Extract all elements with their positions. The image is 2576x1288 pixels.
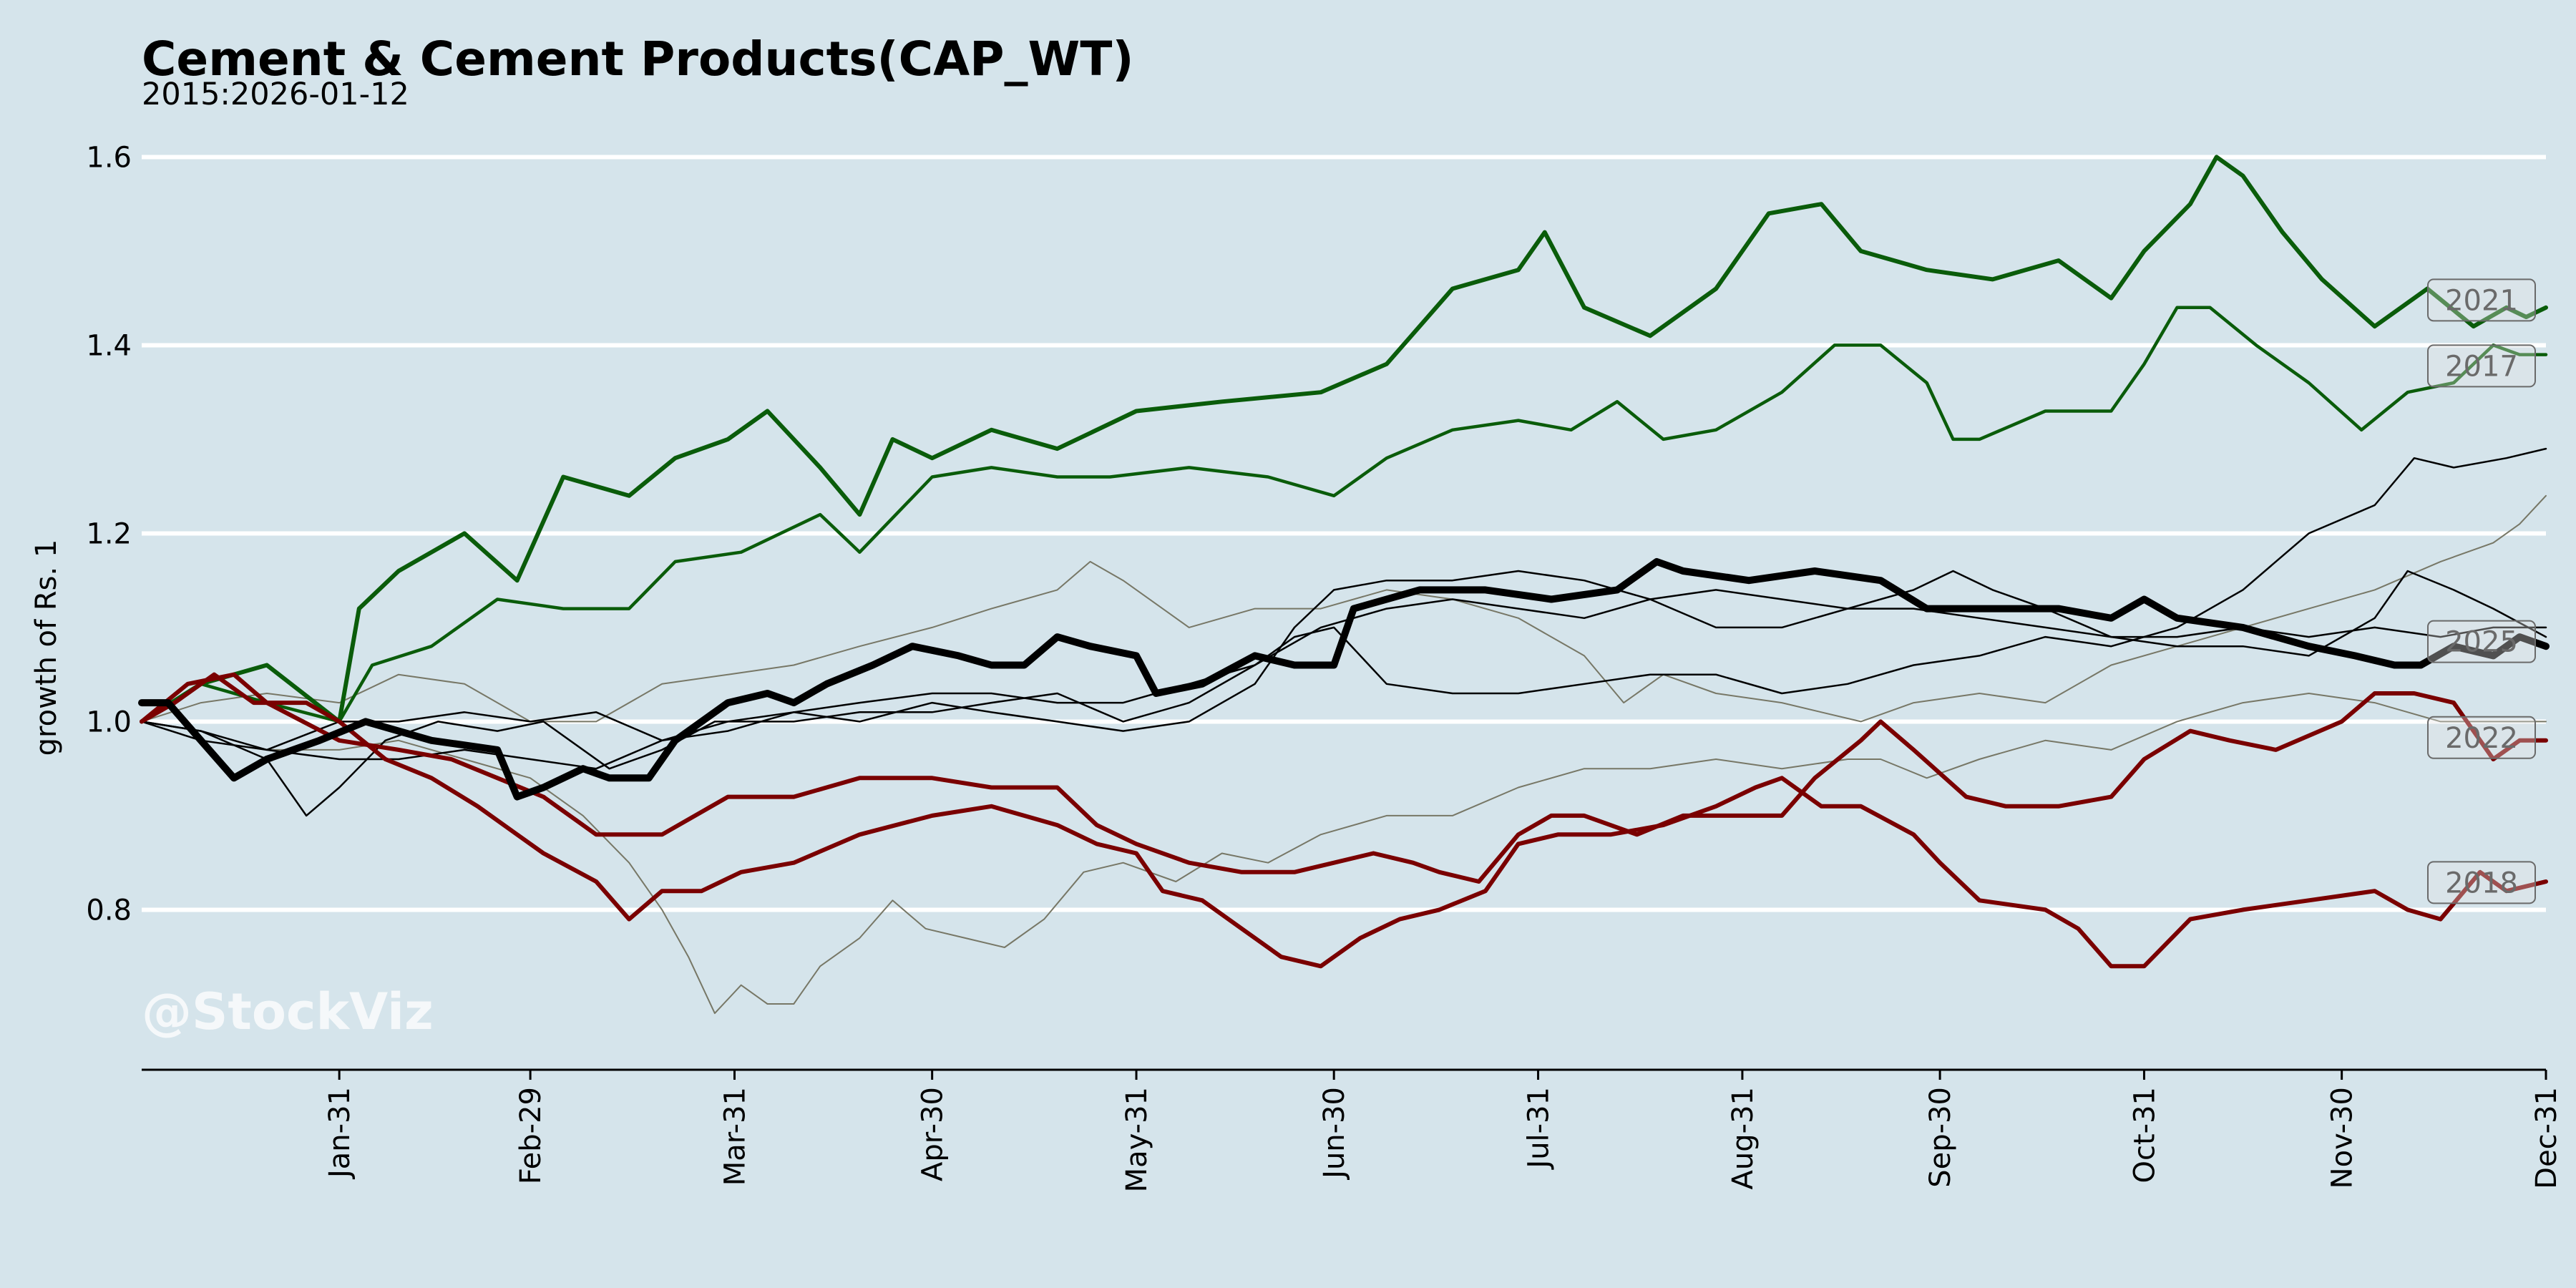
x-tick-label: Feb-29 — [514, 1087, 547, 1184]
end-label: 2022 — [2427, 716, 2536, 759]
y-axis-label: growth of Rs. 1 — [30, 540, 63, 756]
chart-title: Cement & Cement Products(CAP_WT) — [142, 31, 1134, 87]
watermark: @StockViz — [142, 982, 434, 1041]
series-line — [140, 570, 2547, 751]
y-axis: 0.8 1.0 1.2 1.4 1.6 — [86, 141, 132, 927]
x-tick-label: Jun-30 — [1318, 1087, 1351, 1181]
x-tick-label: May-31 — [1121, 1087, 1153, 1192]
x-tick-label: Jul-31 — [1523, 1087, 1556, 1171]
y-tick-label: 1.2 — [86, 517, 132, 550]
x-tick-label: Mar-31 — [718, 1087, 751, 1186]
end-label-text: 2018 — [2445, 867, 2518, 899]
x-tick-label: Nov-30 — [2326, 1087, 2359, 1189]
y-tick-label: 1.6 — [86, 141, 132, 174]
x-tick-label: Aug-31 — [1727, 1087, 1760, 1189]
y-tick-label: 1.4 — [86, 329, 132, 362]
series-line — [140, 447, 2547, 770]
end-label-text: 2025 — [2445, 626, 2518, 659]
x-axis: Jan-31 Feb-29 Mar-31 Apr-30 May-31 Jun-30 Jul-… — [142, 1068, 2563, 1192]
series-line — [138, 557, 2550, 801]
x-tick-label: Sep-30 — [1924, 1087, 1957, 1188]
series-line — [140, 570, 2547, 817]
end-label-box — [2427, 620, 2536, 663]
end-label-box — [2427, 861, 2536, 904]
series-line — [140, 306, 2548, 723]
x-tick-label: Apr-30 — [917, 1087, 950, 1181]
series-line — [140, 155, 2548, 724]
y-tick-label: 0.8 — [86, 894, 132, 927]
y-tick-label: 1.0 — [86, 706, 132, 738]
series-line — [140, 672, 2548, 969]
end-label: 2021 — [2427, 278, 2536, 322]
x-tick-label: Oct-31 — [2128, 1087, 2161, 1184]
end-label: 2017 — [2427, 344, 2536, 388]
end-label: 2018 — [2427, 861, 2536, 904]
x-tick-label: Jan-31 — [323, 1087, 356, 1180]
end-label-text: 2021 — [2445, 284, 2518, 317]
series-layer — [138, 155, 2550, 1015]
chart-subtitle: 2015:2026-01-12 — [142, 77, 409, 112]
end-labels: 2021 2017 2025 2022 2018 — [2427, 278, 2536, 904]
series-line — [140, 672, 2548, 884]
end-label-text: 2022 — [2445, 722, 2518, 755]
x-tick-label: Dec-31 — [2530, 1087, 2563, 1189]
end-label: 2025 — [2427, 620, 2536, 663]
end-label-box — [2427, 716, 2536, 759]
end-label-box — [2427, 278, 2536, 322]
end-label-text: 2017 — [2445, 350, 2518, 383]
end-label-box — [2427, 344, 2536, 388]
